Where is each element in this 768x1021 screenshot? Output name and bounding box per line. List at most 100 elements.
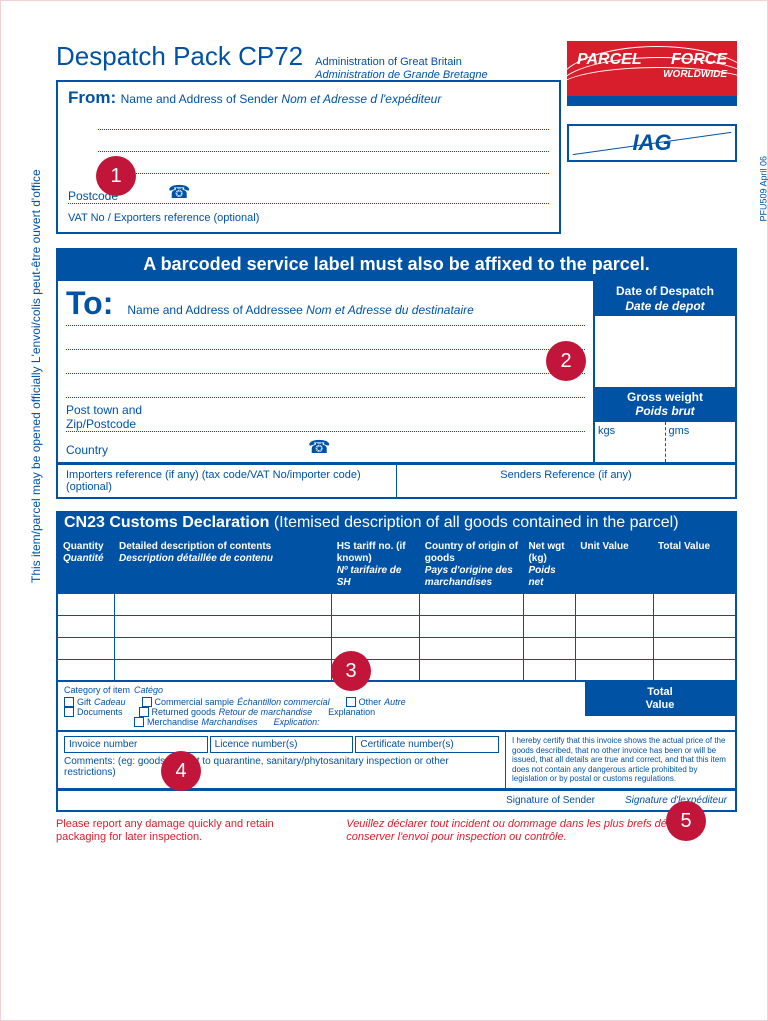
cat-explanation: Explanation <box>328 707 375 717</box>
col-header: Net wgt (kg)Poids net <box>523 536 575 594</box>
cat-merch[interactable]: Merchandise Marchandises <box>134 717 258 727</box>
date-head: Date of Despatch Date de depot <box>595 281 735 316</box>
iag-box: IAG <box>567 124 737 162</box>
annotation-badge-4: 4 <box>161 751 201 791</box>
table-cell[interactable] <box>114 615 332 637</box>
gms-cell[interactable]: gms <box>666 422 736 462</box>
category-section: TotalValue Category of item Catégo Gift … <box>56 682 737 732</box>
table-cell[interactable] <box>57 659 114 681</box>
country-label: Country <box>66 444 108 457</box>
cat-commercial[interactable]: Commercial sample Échantillon commercial <box>142 697 330 707</box>
table-cell[interactable] <box>57 637 114 659</box>
logo-column: PARCEL FORCE WORLDWIDE IAG <box>567 41 737 162</box>
table-cell[interactable] <box>575 659 653 681</box>
cat-other[interactable]: Other Autre <box>346 697 406 707</box>
annotation-badge-1: 1 <box>96 156 136 196</box>
table-cell[interactable] <box>653 593 736 615</box>
table-cell[interactable] <box>57 615 114 637</box>
cn23-banner: CN23 Customs Declaration (Itemised descr… <box>56 511 737 535</box>
from-line[interactable] <box>98 108 549 130</box>
table-cell[interactable] <box>523 637 575 659</box>
to-country-row: Country ☎ <box>66 432 585 458</box>
iag-text: IAG <box>632 130 671 156</box>
footer: Please report any damage quickly and ret… <box>56 818 737 844</box>
annotation-badge-2: 2 <box>546 341 586 381</box>
cat-returned[interactable]: Returned goods Retour de marchandise <box>139 707 313 717</box>
col-header: Unit Value <box>575 536 653 594</box>
invoice-number[interactable]: Invoice number <box>64 736 208 753</box>
to-label: To: <box>66 285 113 322</box>
col-header: HS tariff no. (if known)Nº tarifaire de … <box>332 536 420 594</box>
cat-gift[interactable]: Gift Cadeau <box>64 697 126 707</box>
ref-row: Importers reference (if any) (tax code/V… <box>56 464 737 499</box>
annotation-badge-3: 3 <box>331 651 371 691</box>
to-sub: Name and Address of Addressee Nom et Adr… <box>127 303 473 317</box>
vertical-open-note: This item/parcel may be opened officiall… <box>29 169 43 583</box>
to-main: To: Name and Address of Addressee Nom et… <box>58 281 595 461</box>
cert-number[interactable]: Certificate number(s) <box>355 736 499 753</box>
admin-fr: Administration de Grande Bretagne <box>315 69 487 81</box>
from-label: From: <box>68 88 116 107</box>
table-cell[interactable] <box>523 615 575 637</box>
table-cell[interactable] <box>420 659 524 681</box>
table-cell[interactable] <box>575 593 653 615</box>
table-cell[interactable] <box>575 615 653 637</box>
to-posttown: Post town and Zip/Postcode <box>66 398 585 431</box>
kgs-cell[interactable]: kgs <box>595 422 666 462</box>
title-block: Despatch Pack CP72 Administration of Gre… <box>56 41 561 82</box>
licence-number[interactable]: Licence number(s) <box>210 736 354 753</box>
doc-code: PFU509 April 06 <box>759 156 768 222</box>
signature-row: Signature of Sender Signature d'lexpédit… <box>56 790 737 812</box>
table-cell[interactable] <box>332 615 420 637</box>
col-header: Total Value <box>653 536 736 594</box>
barcode-banner: A barcoded service label must also be af… <box>56 248 737 281</box>
weight-head: Gross weight Poids brut <box>595 387 735 422</box>
table-cell[interactable] <box>523 593 575 615</box>
to-section: To: Name and Address of Addressee Nom et… <box>56 281 737 463</box>
from-box: From: Name and Address of Sender Nom et … <box>56 80 561 234</box>
from-postcode-row: Postcode ☎ <box>68 174 549 204</box>
table-cell[interactable] <box>332 593 420 615</box>
table-cell[interactable] <box>57 593 114 615</box>
main-title: Despatch Pack CP72 <box>56 41 303 72</box>
cp72-form: This item/parcel may be opened officiall… <box>0 0 768 1021</box>
sig-en: Signature of Sender <box>506 795 595 806</box>
vat-row: VAT No / Exporters reference (optional) <box>68 204 549 228</box>
to-line[interactable] <box>66 326 585 350</box>
customs-table: QuantityQuantitéDetailed description of … <box>56 535 737 683</box>
phone-icon: ☎ <box>168 182 190 203</box>
date-body[interactable] <box>595 316 735 387</box>
senders-ref: Senders Reference (if any) <box>397 465 735 497</box>
admin-en: Administration of Great Britain <box>315 56 462 68</box>
table-cell[interactable] <box>653 615 736 637</box>
table-cell[interactable] <box>420 637 524 659</box>
table-cell[interactable] <box>575 637 653 659</box>
table-cell[interactable] <box>653 637 736 659</box>
table-cell[interactable] <box>114 659 332 681</box>
header: Despatch Pack CP72 Administration of Gre… <box>56 41 737 234</box>
footer-en: Please report any damage quickly and ret… <box>56 818 306 844</box>
to-side: Date of Despatch Date de depot Gross wei… <box>595 281 735 461</box>
admin-text: Administration of Great Britain Administ… <box>315 56 487 82</box>
table-cell[interactable] <box>420 615 524 637</box>
cat-docs[interactable]: Documents <box>64 707 123 717</box>
comments: Comments: (eg: goods subject to quaranti… <box>64 756 499 778</box>
from-line[interactable] <box>98 130 549 152</box>
table-cell[interactable] <box>420 593 524 615</box>
importers-ref: Importers reference (if any) (tax code/V… <box>58 465 397 497</box>
certification-text: I hereby certify that this invoice shows… <box>505 732 735 788</box>
to-line[interactable] <box>66 350 585 374</box>
to-line[interactable] <box>66 374 585 398</box>
table-cell[interactable] <box>653 659 736 681</box>
col-header: Detailed description of contentsDescript… <box>114 536 332 594</box>
table-cell[interactable] <box>114 637 332 659</box>
parcelforce-logo: PARCEL FORCE WORLDWIDE <box>567 41 737 106</box>
cert-section: Invoice number Licence number(s) Certifi… <box>56 732 737 790</box>
from-sub: Name and Address of Sender Nom et Adress… <box>121 92 442 106</box>
weight-cells: kgs gms <box>595 422 735 462</box>
from-line[interactable] <box>98 152 549 174</box>
table-cell[interactable] <box>114 593 332 615</box>
table-cell[interactable] <box>523 659 575 681</box>
phone-icon: ☎ <box>308 438 330 458</box>
col-header: QuantityQuantité <box>57 536 114 594</box>
